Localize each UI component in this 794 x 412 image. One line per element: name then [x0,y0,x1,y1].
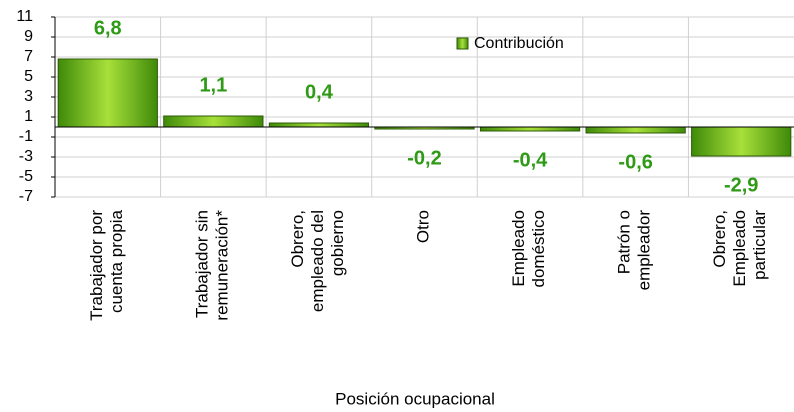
y-tick-label: 9 [24,28,33,45]
x-axis-label: Posición ocupacional [335,389,495,408]
x-tick-label: Obrero,empleado delgobierno [288,210,347,312]
bar [479,126,581,132]
value-label: -2,9 [724,174,758,196]
y-tick-label: 7 [24,48,33,65]
value-label: 6,8 [94,17,122,39]
legend-label: Contribución [474,35,564,52]
x-tick-label: Empleadodoméstico [510,210,549,287]
value-label: -0,2 [407,147,441,169]
value-label: 0,4 [305,81,334,103]
y-tick-label: -5 [19,168,33,185]
bar [163,115,264,128]
y-tick-label: 1 [24,108,33,125]
bar [57,58,158,128]
x-tick-label: Trabajador porcuenta propia [87,209,126,320]
x-tick-label: Otro [414,210,433,243]
y-tick-label: -7 [19,188,33,205]
value-label: -0,6 [618,151,652,173]
legend-swatch [456,37,469,50]
bar [268,122,370,128]
x-tick-label: Trabajador sinremuneración* [193,210,232,321]
y-tick-label: -1 [19,128,33,145]
bar [691,126,792,157]
y-tick-label: 5 [24,68,33,85]
y-tick-label: 3 [24,88,33,105]
x-tick-label: Obrero,Empleadoparticular [711,210,770,287]
y-tick-label: -3 [19,148,33,165]
value-label: 1,1 [199,74,227,96]
value-label: -0,4 [513,149,548,171]
y-tick-label: 11 [16,8,33,25]
x-tick-label: Patrón oempleador [615,210,654,291]
bar [585,126,686,134]
